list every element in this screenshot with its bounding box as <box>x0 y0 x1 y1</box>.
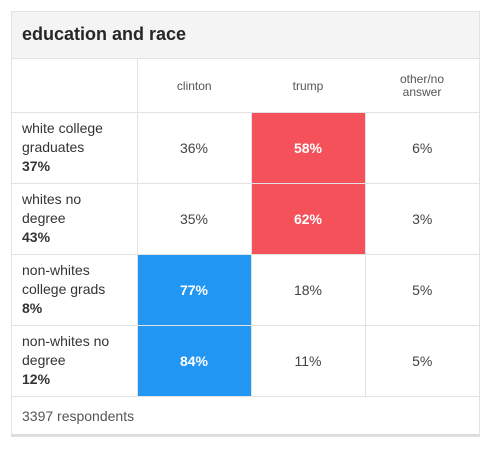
value-clinton: 84% <box>137 325 251 397</box>
value-trump: 11% <box>250 325 365 397</box>
value-clinton: 35% <box>137 183 251 255</box>
group-cell: non-whites college grads 8% <box>12 254 138 326</box>
value-other: 3% <box>364 183 479 255</box>
results-table: clinton trump other/no answer white coll… <box>12 59 479 437</box>
value-clinton: 36% <box>137 112 251 184</box>
header-row: clinton trump other/no answer <box>12 59 479 113</box>
group-share: 43% <box>22 229 51 245</box>
group-cell: whites no degree 43% <box>12 183 138 255</box>
value-clinton: 77% <box>137 254 251 326</box>
group-label: non-whites college grads <box>22 262 106 297</box>
table-row: whites no degree 43% 35% 62% 3% <box>12 183 479 255</box>
value-other: 6% <box>364 112 479 184</box>
column-header-other: other/no answer <box>365 59 479 113</box>
value-trump: 62% <box>250 183 365 255</box>
group-cell: white college graduates 37% <box>12 112 138 184</box>
group-share: 12% <box>22 371 51 387</box>
respondents-count: 3397 respondents <box>12 396 479 437</box>
table-row: non-whites no degree 12% 84% 11% 5% <box>12 325 479 397</box>
group-share: 8% <box>22 300 43 316</box>
card-title: education and race <box>22 24 187 44</box>
footer-row: 3397 respondents <box>12 396 479 437</box>
column-header-other-label: other/no answer <box>399 72 445 100</box>
exit-poll-card: education and race clinton trump other/n… <box>11 11 480 437</box>
column-header-trump: trump <box>251 59 365 113</box>
group-label: whites no degree <box>22 191 82 226</box>
group-label: non-whites no degree <box>22 333 110 368</box>
value-other: 5% <box>364 254 479 326</box>
card-header: education and race <box>12 12 479 59</box>
header-blank <box>12 59 138 113</box>
value-other: 5% <box>364 325 479 397</box>
value-trump: 18% <box>250 254 365 326</box>
value-trump: 58% <box>250 112 365 184</box>
table-row: non-whites college grads 8% 77% 18% 5% <box>12 254 479 326</box>
column-header-clinton: clinton <box>137 59 251 113</box>
group-cell: non-whites no degree 12% <box>12 325 138 397</box>
group-share: 37% <box>22 158 51 174</box>
table-row: white college graduates 37% 36% 58% 6% <box>12 112 479 184</box>
group-label: white college graduates <box>22 120 103 155</box>
